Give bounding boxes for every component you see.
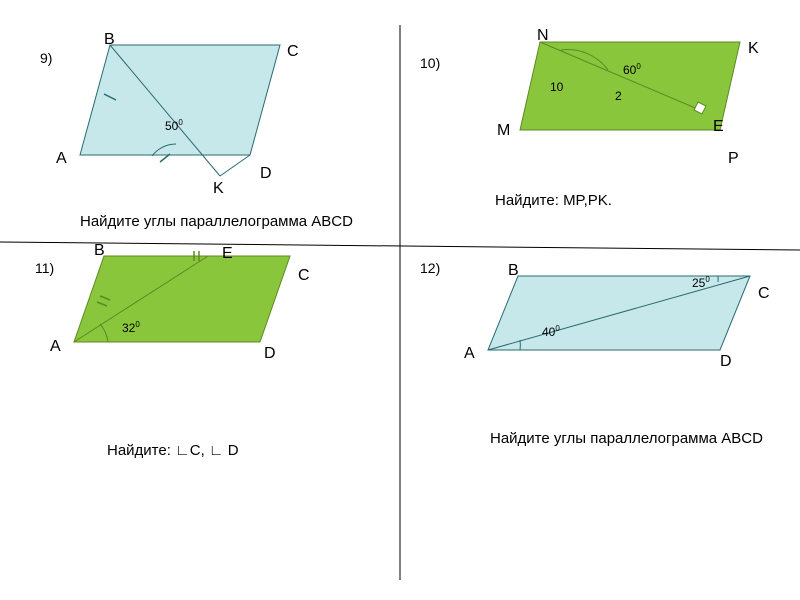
p10-angle-value: 600 — [623, 62, 641, 77]
p10-label-10: 10 — [550, 80, 563, 94]
p12-task: Найдите углы параллелограмма ABCD — [490, 430, 763, 447]
p12-vertex-a: A — [464, 345, 475, 363]
p9-vertex-k: K — [213, 180, 224, 198]
p10-vertex-k: K — [748, 40, 759, 58]
p9-vertex-a: A — [56, 150, 67, 168]
p9-vertex-c: C — [287, 43, 299, 61]
p11-vertex-c: C — [298, 267, 310, 285]
p9-kd-extension — [220, 155, 250, 176]
p11-angle-value: 320 — [122, 320, 140, 335]
p9-number: 9) — [40, 50, 52, 66]
p11-vertex-d: D — [264, 345, 276, 363]
p12-angle-a-value: 400 — [542, 324, 560, 339]
p10-label-2: 2 — [615, 89, 622, 103]
canvas-root: 9) A B C D K 500 Найдите углы параллелог… — [0, 0, 800, 600]
geometry-svg — [0, 0, 800, 600]
p12-number: 12) — [420, 260, 440, 276]
p10-task: Найдите: MP,PK. — [495, 192, 612, 209]
p9-angle-value: 500 — [165, 118, 183, 133]
p9-parallelogram — [80, 45, 280, 155]
p9-vertex-b: B — [104, 31, 115, 49]
p11-number: 11) — [35, 260, 54, 276]
p10-vertex-m: M — [497, 122, 510, 140]
p12-angle-c-value: 250 — [692, 275, 710, 290]
p11-vertex-b: B — [94, 242, 105, 260]
p10-number: 10) — [420, 55, 440, 71]
p12-vertex-b: B — [508, 262, 519, 280]
p12-vertex-d: D — [720, 353, 732, 371]
p11-vertex-a: A — [50, 338, 61, 356]
p10-vertex-e: E — [713, 118, 724, 136]
p10-vertex-n: N — [537, 27, 549, 45]
p11-vertex-e: E — [222, 245, 233, 263]
p9-task: Найдите углы параллелограмма ABCD — [80, 213, 353, 230]
p11-task: Найдите: ∟C, ∟ D — [107, 442, 239, 459]
p12-vertex-c: C — [758, 285, 770, 303]
p10-vertex-p: P — [728, 150, 739, 168]
p9-vertex-d: D — [260, 165, 272, 183]
